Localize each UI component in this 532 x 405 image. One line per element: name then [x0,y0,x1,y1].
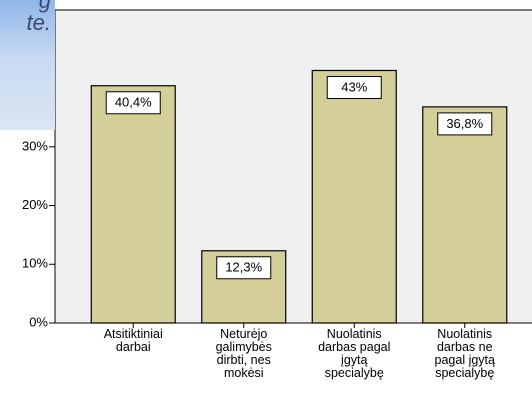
y-tick-label: 20% [22,197,48,212]
x-tick-label: Neturėjo galimybės dirbti, nes mokėsi [215,327,272,380]
data-label: 43% [341,79,367,94]
overlay-text: g [38,0,51,13]
bar [90,85,176,324]
data-label: 12,3% [225,260,262,275]
data-label-box [326,75,382,99]
y-tick-label: 0% [29,314,48,329]
data-label-box [437,112,493,136]
x-tick-label: Nuolatinis darbas ne pagal įgytą special… [434,327,495,380]
overlay-box: g te. [0,0,55,130]
x-tick-label: Nuolatinis darbas pagal įgytą specialybę [318,327,391,380]
data-label: 36,8% [446,116,483,131]
bar [311,69,397,324]
overlay-text: te. [26,10,51,35]
y-tick-label: 10% [22,256,48,271]
bar [422,106,508,324]
data-label-box [216,256,272,280]
x-tick-label: Atsitiktiniai darbai [103,327,163,354]
data-label-box [105,91,161,115]
data-label: 40,4% [115,95,152,110]
y-tick-label: 30% [22,138,48,153]
